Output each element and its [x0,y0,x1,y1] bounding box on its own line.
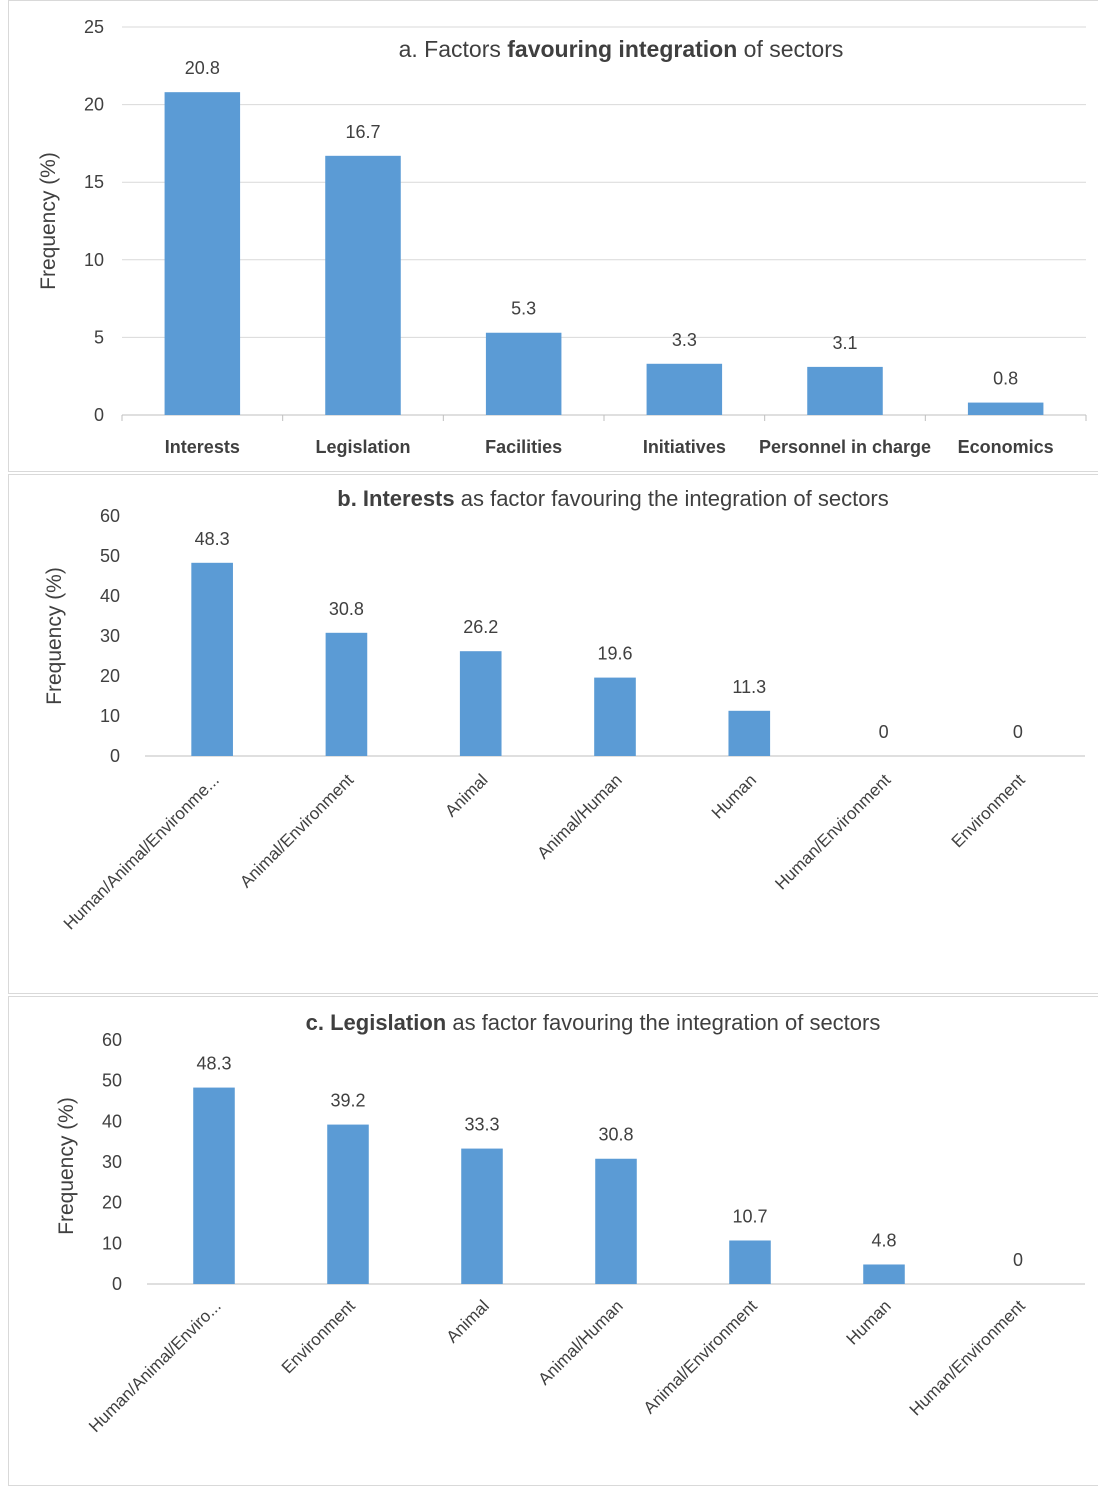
data-label: 30.8 [598,1125,633,1145]
y-tick-label: 40 [102,1111,122,1131]
y-tick-label: 5 [94,327,104,347]
y-tick-label: 60 [100,506,120,526]
y-tick-label: 0 [94,405,104,425]
y-tick-label: 50 [100,546,120,566]
data-label: 0 [1013,722,1023,742]
chart-title: a. Factors favouring integration of sect… [399,36,844,62]
data-label: 33.3 [464,1115,499,1135]
bar [485,332,562,415]
data-label: 16.7 [345,122,380,142]
y-tick-label: 30 [102,1152,122,1172]
data-label: 30.8 [329,599,364,619]
chart-a-svg: 0 5 10 15 20 25 20.8 Interests 16.7 Legislation 5.… [37,17,1087,457]
bar [191,562,233,756]
y-tick-label: 25 [84,17,104,37]
bar [325,632,368,756]
bar [325,155,401,416]
bar [863,1264,905,1284]
y-tick-label: 50 [102,1071,122,1091]
data-label: 0.8 [993,369,1018,389]
bar [327,1124,369,1284]
y-tick-label: 10 [102,1233,122,1253]
data-label: 20.8 [185,58,220,78]
data-label: 5.3 [511,299,536,319]
x-category-label: Animal/Environment [236,770,357,891]
data-label: 0 [879,722,889,742]
y-tick-label: 0 [110,746,120,766]
x-category-label: Animal/Human [535,1296,627,1388]
data-label: 11.3 [732,677,766,697]
y-tick-label: 60 [102,1030,122,1050]
x-category-label: Interests [165,437,240,457]
x-category-label: Animal [441,770,491,820]
y-axis-label: Frequency (%) [43,567,66,705]
x-category-label: Environment [948,770,1029,851]
y-tick-label: 40 [100,586,120,606]
data-label: 0 [1013,1250,1023,1270]
data-label: 4.8 [871,1230,896,1250]
data-label: 3.3 [672,330,697,350]
x-category-label: Human [708,770,760,822]
x-category-label: Human/Animal/Enviro... [85,1296,225,1436]
y-tick-label: 15 [84,172,104,192]
chart-panel-c: 0 10 20 30 40 50 60 48.3 Human/Animal/Enviro... 3… [8,996,1098,1486]
y-tick-label: 10 [84,250,104,270]
x-category-label: Animal [443,1296,493,1346]
y-axis-label: Frequency (%) [55,1097,78,1235]
bar [646,363,723,415]
x-category-label: Human [843,1296,895,1348]
y-axis-label: Frequency (%) [37,152,60,290]
x-category-label: Personnel in charge [759,437,931,457]
bar [728,710,771,756]
x-category-label: Animal/Environment [640,1296,761,1417]
bar [807,366,883,415]
data-label: 48.3 [196,1054,231,1074]
y-tick-label: 30 [100,626,120,646]
chart-title: c. Legislation as factor favouring the i… [306,1010,881,1035]
data-label: 48.3 [195,529,230,549]
bar [164,92,241,416]
bar [594,677,636,756]
y-tick-label: 10 [100,706,120,726]
x-category-label: Animal/Human [534,770,626,862]
bar [595,1158,637,1284]
data-label: 3.1 [832,333,857,353]
data-label: 19.6 [597,644,632,664]
x-category-label: Environment [278,1296,359,1377]
x-category-label: Facilities [485,437,562,457]
bar [459,651,502,756]
x-category-label: Economics [958,437,1054,457]
chart-panel-a: 0 5 10 15 20 25 20.8 Interests 16.7 Legislation 5.… [8,0,1098,472]
data-label: 39.2 [330,1091,365,1111]
chart-b-svg: 0 10 20 30 40 50 60 48.3 Human/Animal/Environme.… [43,486,1085,933]
bar [461,1148,503,1284]
y-tick-label: 0 [112,1274,122,1294]
y-tick-label: 20 [102,1193,122,1213]
bar [967,402,1044,415]
bar [193,1087,235,1284]
x-category-label: Human/Animal/Environme... [60,770,223,933]
chart-title: b. Interests as factor favouring the int… [337,486,889,511]
bar [729,1240,771,1284]
y-tick-label: 20 [100,666,120,686]
x-category-label: Legislation [315,437,410,457]
data-label: 26.2 [463,617,498,637]
x-category-label: Human/Environment [906,1296,1029,1419]
chart-c-svg: 0 10 20 30 40 50 60 48.3 Human/Animal/Enviro... 3… [55,1010,1085,1436]
chart-panel-b: 0 10 20 30 40 50 60 48.3 Human/Animal/Environme.… [8,474,1098,994]
x-category-label: Initiatives [643,437,726,457]
x-category-label: Human/Environment [771,770,894,893]
y-tick-label: 20 [84,95,104,115]
data-label: 10.7 [732,1206,767,1226]
